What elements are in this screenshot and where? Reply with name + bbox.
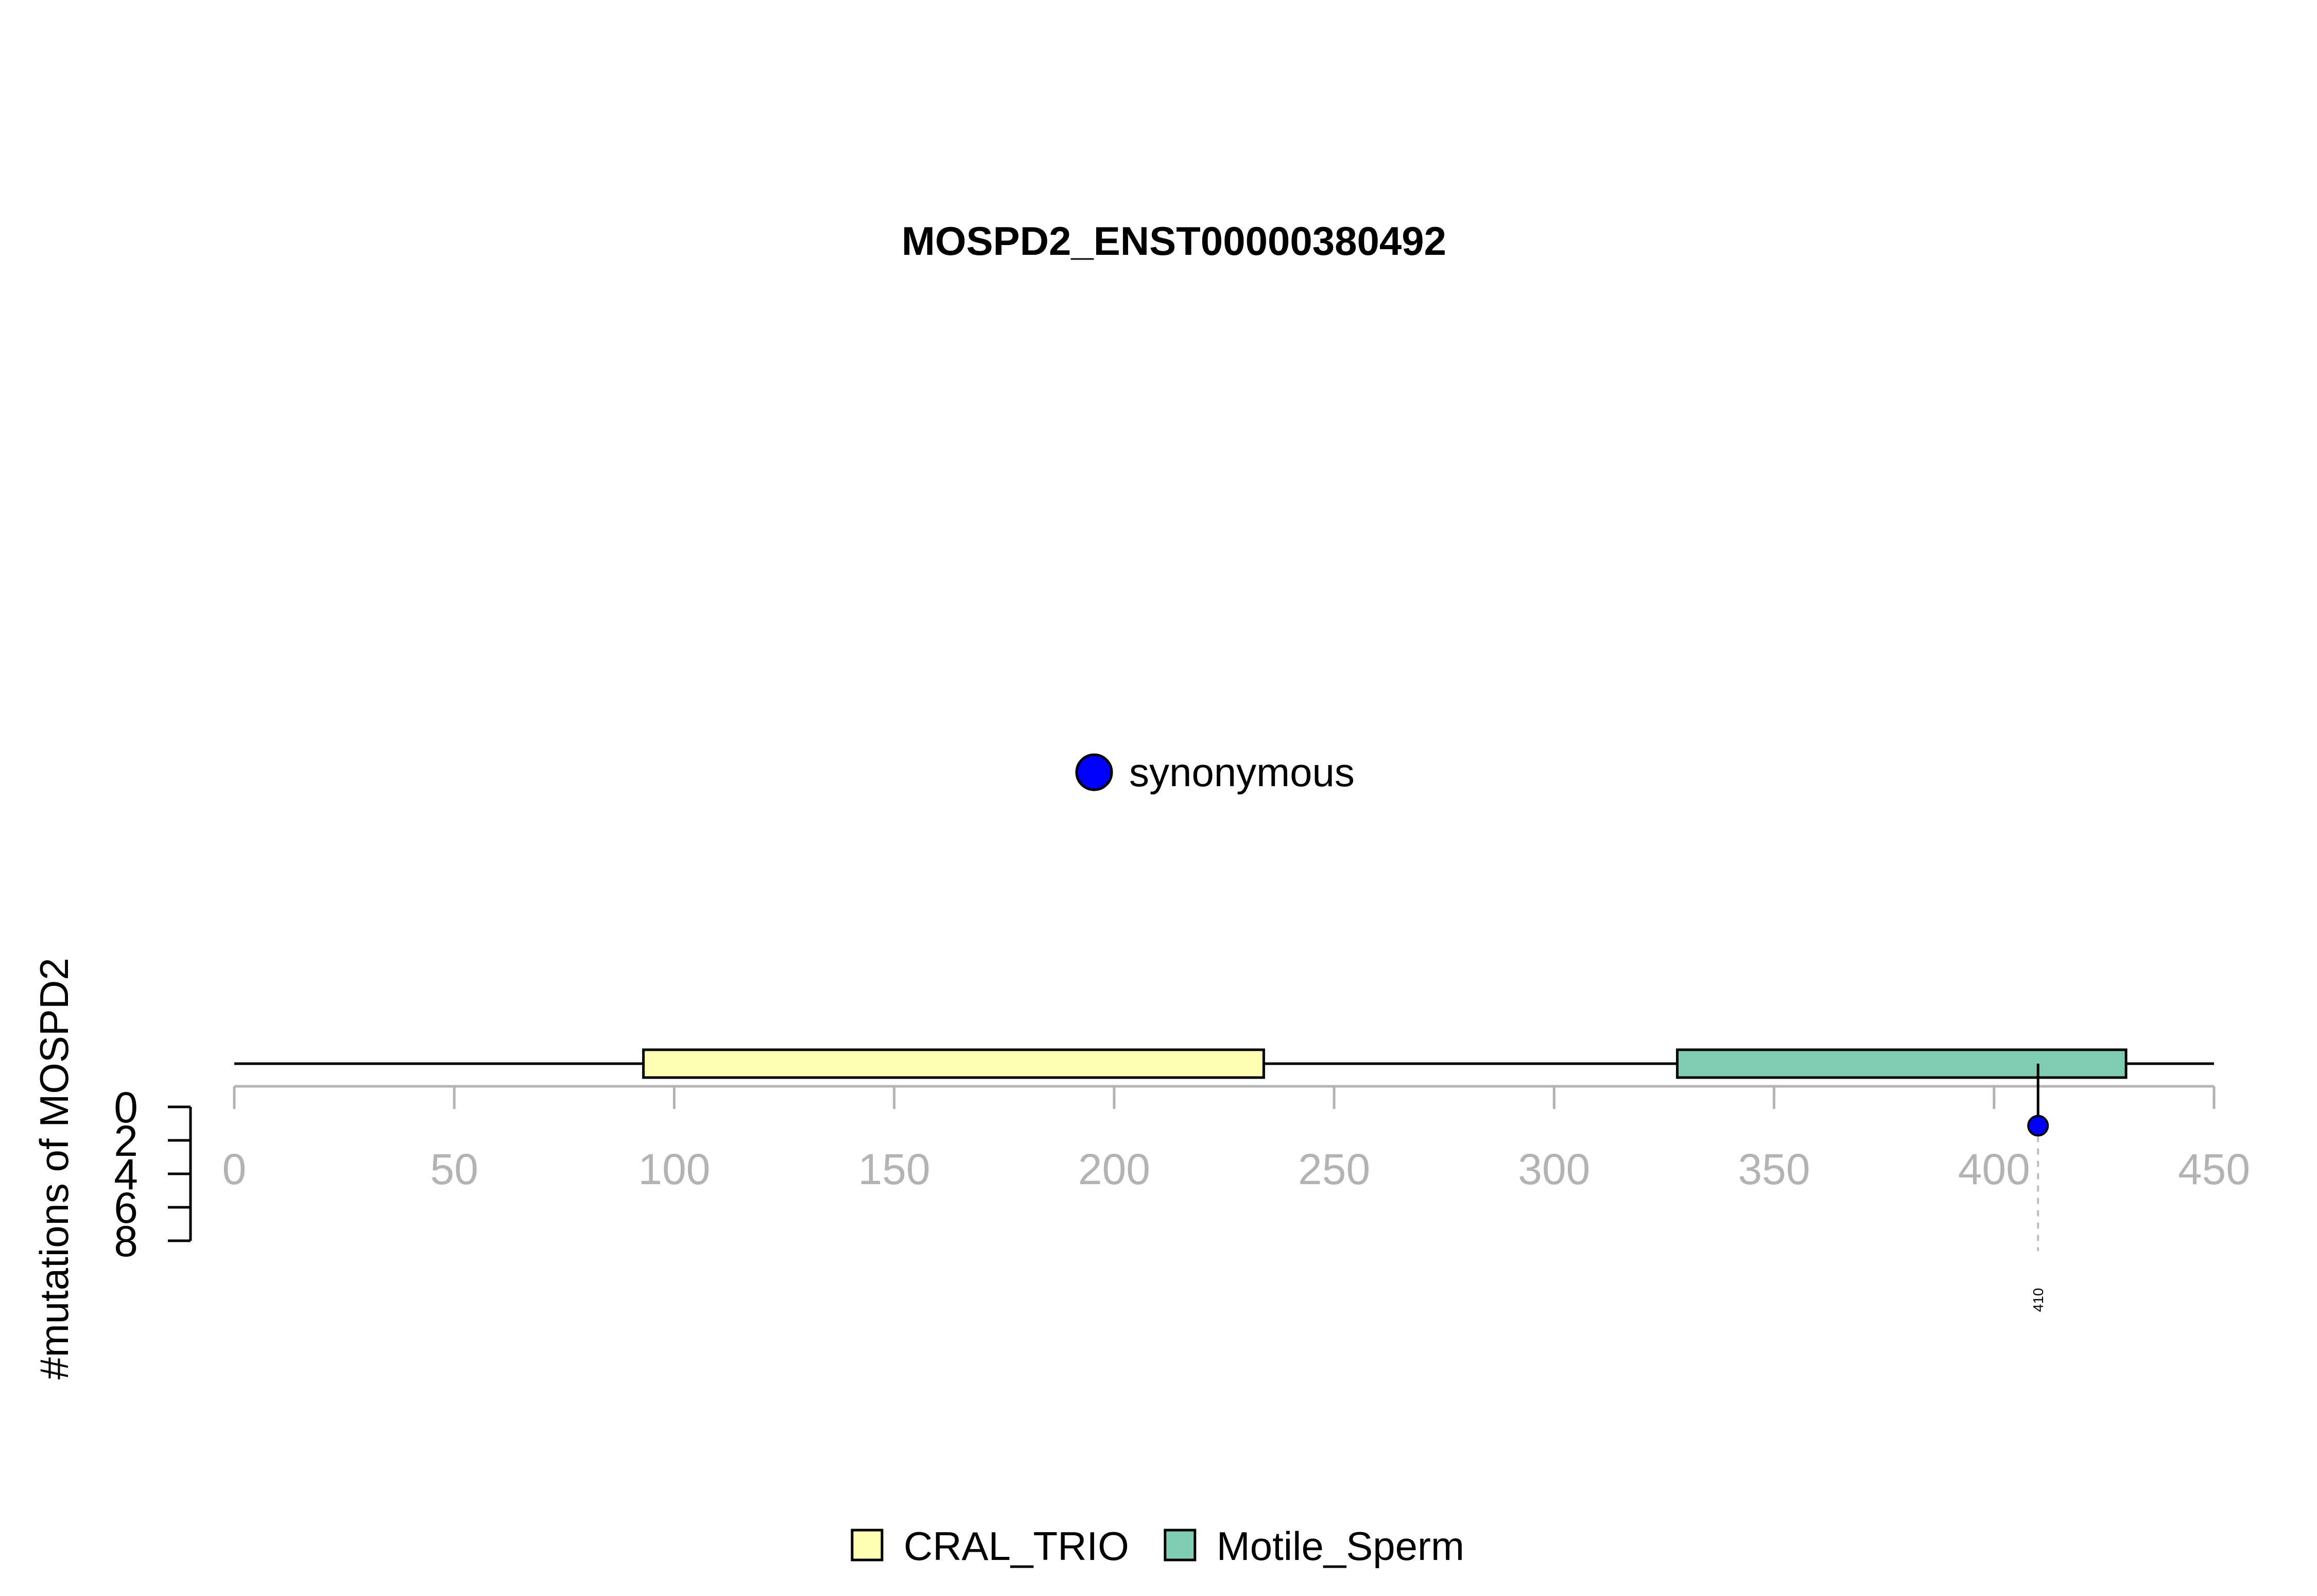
- x-tick-label: 200: [1078, 1145, 1150, 1193]
- mutation-legend: synonymous: [1075, 750, 1355, 795]
- legend-label-cral-trio: CRAL_TRIO: [904, 1523, 1129, 1569]
- y-tick-label: 4: [114, 1150, 138, 1199]
- y-tick-label: 8: [114, 1217, 138, 1265]
- legend-swatch-cral-trio: [851, 1529, 884, 1562]
- legend-swatch-motile-sperm: [1164, 1529, 1197, 1562]
- mutation-position-label: 410: [2030, 1288, 2046, 1312]
- x-tick-label: 50: [430, 1145, 478, 1193]
- mutation-layer: 410: [2027, 1064, 2049, 1312]
- x-tick-label: 250: [1298, 1145, 1370, 1193]
- domain-layer: [642, 1048, 2128, 1079]
- x-tick-label: 350: [1738, 1145, 1810, 1193]
- domain-legend: CRAL_TRIO Motile_Sperm: [851, 1523, 1464, 1569]
- x-tick-label: 450: [2178, 1145, 2250, 1193]
- y-tick-label: 2: [114, 1117, 138, 1165]
- y-axis-label: #mutations of MOSPD2: [31, 958, 77, 1379]
- x-axis: 0 50 100 150 200 250 300 350 400 450: [222, 1085, 2250, 1193]
- domain-cral-trio: [642, 1048, 1265, 1079]
- legend-label-synonymous: synonymous: [1129, 750, 1355, 795]
- chart-title: MOSPD2_ENST00000380492: [902, 218, 1446, 264]
- y-tick-label: 6: [114, 1184, 138, 1232]
- x-tick-label: 300: [1518, 1145, 1590, 1193]
- x-tick-label: 0: [222, 1145, 247, 1193]
- y-tick-label: 0: [114, 1083, 138, 1132]
- x-tick-label: 100: [638, 1145, 710, 1193]
- mutation-point: [2027, 1115, 2049, 1137]
- legend-label-motile-sperm: Motile_Sperm: [1217, 1523, 1464, 1569]
- x-tick-label: 400: [1958, 1145, 2030, 1193]
- x-tick-label: 150: [858, 1145, 930, 1193]
- domain-motile-sperm: [1676, 1048, 2128, 1079]
- legend-marker-synonymous: [1075, 753, 1113, 791]
